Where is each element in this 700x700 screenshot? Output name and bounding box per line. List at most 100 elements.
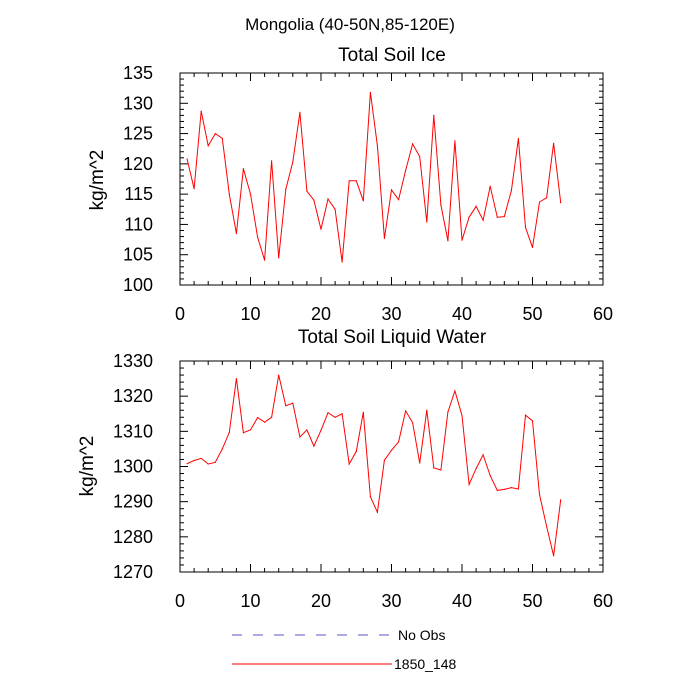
data-point [546, 525, 548, 527]
y-tick-label: 1300 [113, 457, 153, 477]
legend-label-1850-148: 1850_148 [394, 656, 457, 672]
data-point [306, 429, 308, 431]
plot-frame [179, 360, 604, 573]
data-point [397, 441, 400, 443]
data-point [200, 457, 202, 460]
data-point [433, 467, 435, 469]
y-tick-label: 100 [123, 275, 153, 295]
data-point [200, 110, 202, 112]
data-point [369, 496, 371, 498]
legend-label-no-obs: No Obs [398, 627, 445, 643]
data-point [221, 137, 223, 140]
data-point [475, 205, 477, 207]
x-tick-label: 60 [593, 304, 613, 324]
data-point [510, 189, 512, 192]
x-tick-label: 10 [240, 591, 260, 611]
x-tick-label: 20 [311, 591, 331, 611]
data-point [292, 161, 294, 163]
data-point [271, 416, 273, 418]
data-point [320, 429, 322, 431]
data-point [334, 208, 336, 210]
data-point [376, 511, 378, 513]
panel-title: Total Soil Ice [338, 45, 446, 66]
x-tick-label: 40 [452, 304, 472, 324]
data-point [468, 216, 470, 218]
y-tick-label: 115 [124, 184, 153, 204]
data-point [419, 155, 421, 158]
y-tick-label: 135 [123, 63, 153, 83]
data-point [426, 409, 428, 411]
data-point [405, 410, 407, 412]
data-point [531, 246, 534, 249]
y-tick-label: 120 [123, 154, 153, 174]
data-point [334, 416, 336, 418]
data-point [285, 188, 287, 190]
data-point [553, 142, 555, 144]
x-tick-label: 30 [381, 591, 401, 611]
data-point [186, 463, 188, 465]
data-point [186, 158, 188, 160]
data-point [362, 200, 364, 202]
panel-title: Total Soil Liquid Water [298, 327, 487, 348]
plot-frame [179, 72, 604, 286]
data-point [390, 189, 393, 191]
x-tick-label: 60 [593, 591, 613, 611]
data-point [228, 193, 230, 195]
data-point [560, 499, 562, 501]
data-point [503, 488, 505, 490]
data-point [496, 489, 498, 492]
y-tick-label: 130 [123, 93, 153, 113]
data-point [362, 411, 364, 413]
data-point [517, 137, 520, 140]
data-point [461, 239, 463, 241]
data-point [355, 180, 357, 182]
data-point [313, 199, 315, 201]
data-point [454, 390, 456, 392]
data-point [285, 405, 287, 407]
data-point [369, 91, 371, 93]
x-tick-label: 0 [175, 304, 185, 324]
data-point [193, 459, 195, 462]
data-point [433, 114, 435, 116]
x-tick-label: 50 [522, 591, 542, 611]
data-point [390, 449, 393, 451]
data-point [193, 188, 195, 190]
data-point [278, 374, 280, 376]
data-point [214, 461, 216, 463]
data-point [242, 168, 245, 170]
data-point [468, 483, 470, 486]
data-point [264, 259, 266, 261]
data-point [264, 421, 266, 423]
data-point [560, 202, 562, 204]
data-point [546, 197, 548, 199]
y-tick-label: 1310 [113, 421, 153, 441]
data-point [405, 169, 407, 172]
data-point [313, 445, 315, 447]
data-point [447, 240, 449, 242]
data-point [538, 201, 541, 203]
data-point [524, 226, 527, 229]
data-point [419, 462, 421, 464]
y-tick-label: 1330 [113, 351, 153, 371]
data-point [412, 143, 414, 145]
data-point [320, 228, 322, 230]
data-point [482, 454, 484, 456]
data-point [207, 145, 209, 147]
data-point [256, 417, 259, 419]
data-point [503, 215, 505, 218]
data-point [412, 421, 414, 424]
data-point [440, 469, 442, 471]
data-point [327, 198, 329, 200]
x-tick-label: 20 [311, 304, 331, 324]
data-point [207, 463, 209, 465]
y-tick-label: 1270 [113, 562, 153, 582]
x-tick-label: 40 [452, 591, 472, 611]
legend: No Obs 1850_148 [232, 627, 457, 672]
data-point [553, 555, 555, 557]
data-point [383, 237, 386, 239]
panel-total-soil-liquid-water: Total Soil Liquid Water kg/m^2 0 10 20 30 40… [77, 327, 613, 611]
y-tick-label: 1320 [113, 386, 153, 406]
data-point [517, 488, 520, 490]
y-tick-label: 1290 [113, 492, 153, 512]
x-tick-label: 30 [381, 304, 401, 324]
